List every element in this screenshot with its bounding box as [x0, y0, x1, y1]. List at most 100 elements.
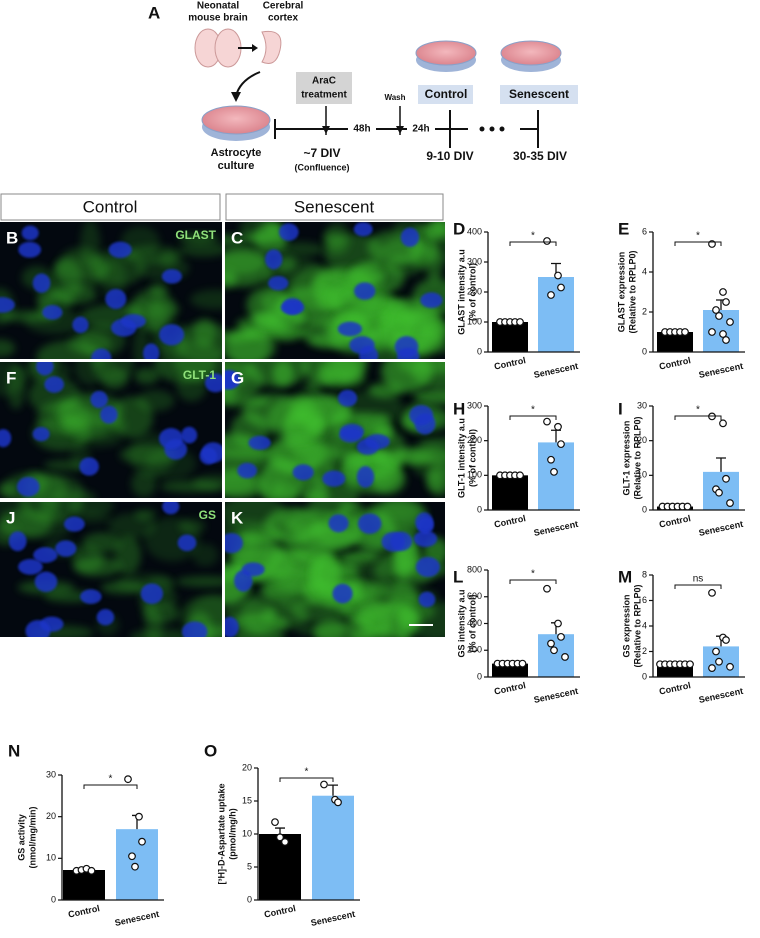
nucleus: [415, 556, 441, 578]
nucleus: [413, 530, 438, 548]
data-point: [722, 298, 730, 306]
y-tick-label: 30: [637, 400, 647, 410]
panel-letter: I: [618, 399, 623, 418]
error-bar: [328, 784, 338, 796]
nucleus: [21, 225, 39, 241]
nucleus: [34, 571, 58, 592]
signal: [73, 556, 122, 577]
significance-bracket: [674, 584, 722, 589]
data-point: [547, 455, 555, 464]
data-point: [557, 283, 565, 292]
signal: [136, 390, 175, 412]
label: (Confluence): [295, 162, 350, 172]
x-tick-label: Control: [658, 680, 691, 696]
y-tick-label: 0: [247, 894, 252, 904]
nucleus: [204, 373, 222, 393]
signal: [342, 389, 404, 427]
significance-label: *: [305, 767, 309, 778]
signal: [400, 611, 422, 634]
label: Senescent: [509, 87, 569, 101]
data-point: [276, 833, 284, 842]
nucleus: [381, 531, 406, 552]
signal: [307, 502, 354, 520]
nucleus: [36, 362, 54, 376]
signal: [308, 333, 359, 348]
data-point: [87, 866, 96, 875]
bar-chart: L GS intensity a.u (% of control) 0 200 400 60…: [453, 564, 580, 705]
nucleus: [356, 466, 375, 488]
x-tick-label: Control: [67, 903, 100, 919]
bar: [259, 834, 301, 900]
signal: [345, 270, 384, 285]
significance-bracket: [509, 415, 557, 420]
y-tick-label: 0: [477, 671, 482, 681]
data-point: [138, 837, 146, 846]
nucleus: [159, 324, 185, 346]
data-point: [516, 471, 524, 480]
panel-letter: D: [453, 219, 465, 238]
y-tick-label: 10: [242, 828, 252, 838]
y-tick-label: 10: [46, 853, 56, 863]
nucleus: [0, 429, 12, 448]
arrow: [231, 92, 241, 102]
signal: [418, 437, 445, 449]
data-point: [715, 657, 723, 666]
micrographs: B GLAST C F GLT-1 G J GS K: [0, 222, 445, 637]
signal: [413, 388, 445, 404]
nucleus: [158, 428, 184, 449]
column-header: Senescent: [294, 197, 375, 216]
data-point: [708, 664, 716, 672]
dot: [479, 126, 485, 132]
nucleus: [79, 457, 99, 476]
significance-label: *: [531, 231, 535, 242]
nucleus: [417, 516, 434, 534]
y-tick-label: 0: [642, 346, 647, 356]
nucleus: [181, 621, 208, 637]
nucleus: [265, 249, 283, 270]
y-axis-label: (nmol/mg/min): [27, 807, 37, 869]
signal: [134, 367, 159, 385]
nucleus: [108, 241, 132, 258]
nucleus: [181, 426, 198, 444]
label: Cerebral: [263, 1, 304, 12]
x-tick-label: Senescent: [533, 519, 579, 538]
panel-letter: N: [8, 741, 20, 760]
label: ~7 DIV: [303, 146, 340, 160]
panel-letter: F: [6, 368, 16, 387]
nucleus: [90, 390, 108, 409]
label: Neonatal: [197, 1, 239, 12]
signal: [225, 330, 256, 343]
x-tick-label: Control: [658, 355, 691, 371]
x-tick-label: Senescent: [698, 686, 744, 705]
label: 48h: [353, 124, 370, 135]
nucleus: [356, 438, 379, 455]
x-tick-label: Control: [493, 680, 526, 696]
y-axis-label: GS expression: [621, 594, 631, 657]
panel-letter: O: [204, 741, 217, 760]
panel-letter: H: [453, 399, 465, 418]
bar-chart: O [³H]-D-Aspartate uptake (pmol/mg/h) 0 5 10 1…: [204, 741, 360, 928]
y-tick-label: 2: [642, 646, 647, 656]
cortex: [261, 30, 282, 64]
y-axis-label: [³H]-D-Aspartate uptake: [216, 783, 226, 884]
significance-bracket: [674, 415, 722, 420]
signal: [433, 222, 445, 238]
data-point: [128, 852, 136, 861]
nucleus: [100, 405, 118, 424]
marker-label: GLT-1: [183, 368, 216, 382]
data-point: [722, 336, 730, 344]
significance-label: *: [109, 774, 113, 785]
nucleus: [332, 583, 353, 604]
nucleus: [91, 348, 112, 359]
signal: [141, 602, 180, 624]
y-tick-label: 15: [242, 795, 252, 805]
signal: [425, 245, 443, 283]
y-axis-label: (% of control): [467, 595, 477, 653]
nucleus: [120, 314, 146, 329]
bar-chart: N GS activity (nmol/mg/min) 0 10 20 30 Control S…: [8, 741, 164, 928]
y-axis-label: (Relative to RPLP0): [632, 584, 642, 667]
signal: [80, 222, 101, 266]
label: Wash: [384, 93, 405, 102]
